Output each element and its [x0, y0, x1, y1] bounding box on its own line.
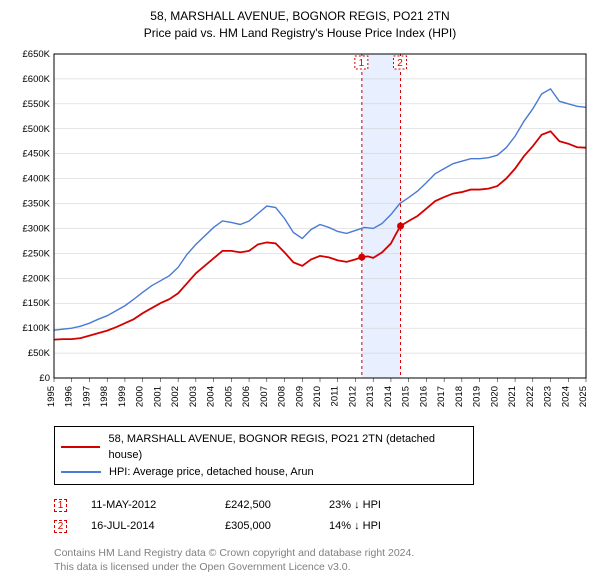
sales-table: 1 11-MAY-2012 £242,500 23% ↓ HPI 2 16-JU… [54, 495, 590, 537]
svg-text:2010: 2010 [312, 386, 323, 407]
chart: £0 £50K £100K £150K £200K £250K £300K £350K £400… [10, 48, 590, 418]
svg-text:1997: 1997 [81, 386, 92, 407]
sales-row: 1 11-MAY-2012 £242,500 23% ↓ HPI [54, 495, 590, 516]
svg-text:2020: 2020 [489, 386, 500, 407]
svg-text:2000: 2000 [135, 386, 146, 407]
svg-text:£350K: £350K [23, 198, 51, 209]
svg-text:2021: 2021 [507, 386, 518, 407]
sales-row: 2 16-JUL-2014 £305,000 14% ↓ HPI [54, 516, 590, 537]
svg-text:£450K: £450K [23, 148, 51, 159]
legend-swatch [61, 471, 101, 473]
svg-text:2005: 2005 [223, 386, 234, 407]
footnote: Contains HM Land Registry data © Crown c… [54, 547, 590, 574]
svg-text:2022: 2022 [525, 386, 536, 407]
svg-text:£50K: £50K [28, 348, 51, 359]
sale-marker-box: 2 [54, 520, 67, 533]
footnote-line: Contains HM Land Registry data © Crown c… [54, 547, 590, 561]
svg-text:2024: 2024 [560, 386, 571, 407]
svg-text:2016: 2016 [418, 386, 429, 407]
svg-text:£0: £0 [39, 373, 50, 384]
footnote-line: This data is licensed under the Open Gov… [54, 561, 590, 575]
svg-text:2025: 2025 [578, 386, 589, 407]
svg-text:£400K: £400K [23, 173, 51, 184]
svg-text:£250K: £250K [23, 248, 51, 259]
svg-text:2018: 2018 [454, 386, 465, 407]
sale-date: 11-MAY-2012 [91, 495, 201, 516]
sale-delta: 14% ↓ HPI [329, 516, 419, 537]
legend-row: 58, MARSHALL AVENUE, BOGNOR REGIS, PO21 … [61, 431, 467, 464]
svg-text:2013: 2013 [365, 386, 376, 407]
title-main: 58, MARSHALL AVENUE, BOGNOR REGIS, PO21 … [10, 8, 590, 25]
svg-text:2011: 2011 [330, 386, 341, 406]
svg-text:2023: 2023 [543, 386, 554, 407]
svg-text:1999: 1999 [117, 386, 128, 407]
sale-date: 16-JUL-2014 [91, 516, 201, 537]
chart-svg: £0 £50K £100K £150K £200K £250K £300K £350K £400… [10, 48, 590, 418]
svg-text:1: 1 [359, 58, 365, 69]
svg-text:2006: 2006 [241, 386, 252, 407]
svg-text:£300K: £300K [23, 223, 51, 234]
titles: 58, MARSHALL AVENUE, BOGNOR REGIS, PO21 … [10, 8, 590, 42]
svg-text:1998: 1998 [99, 386, 110, 407]
svg-text:2015: 2015 [401, 386, 412, 407]
svg-text:2012: 2012 [347, 386, 358, 407]
svg-text:2004: 2004 [206, 386, 217, 407]
svg-text:2001: 2001 [152, 386, 163, 407]
svg-text:2: 2 [397, 58, 403, 69]
sale-delta: 23% ↓ HPI [329, 495, 419, 516]
svg-text:£600K: £600K [23, 74, 51, 85]
legend-row: HPI: Average price, detached house, Arun [61, 464, 467, 481]
sale-marker-box: 1 [54, 499, 67, 512]
svg-text:£200K: £200K [23, 273, 51, 284]
sale-price: £305,000 [225, 516, 305, 537]
svg-text:2019: 2019 [472, 386, 483, 407]
svg-text:£100K: £100K [23, 323, 51, 334]
svg-text:£650K: £650K [23, 49, 51, 60]
svg-text:£550K: £550K [23, 98, 51, 109]
svg-text:1995: 1995 [46, 386, 57, 407]
chart-container: 58, MARSHALL AVENUE, BOGNOR REGIS, PO21 … [0, 0, 600, 582]
svg-text:2017: 2017 [436, 386, 447, 407]
svg-text:2009: 2009 [294, 386, 305, 407]
legend-label: HPI: Average price, detached house, Arun [109, 464, 314, 481]
svg-text:2003: 2003 [188, 386, 199, 407]
svg-text:2014: 2014 [383, 386, 394, 407]
title-sub: Price paid vs. HM Land Registry's House … [10, 25, 590, 42]
svg-text:£150K: £150K [23, 298, 51, 309]
svg-text:2002: 2002 [170, 386, 181, 407]
svg-text:2007: 2007 [259, 386, 270, 407]
sale-price: £242,500 [225, 495, 305, 516]
svg-text:2008: 2008 [277, 386, 288, 407]
legend: 58, MARSHALL AVENUE, BOGNOR REGIS, PO21 … [54, 426, 474, 486]
svg-text:1996: 1996 [64, 386, 75, 407]
legend-label: 58, MARSHALL AVENUE, BOGNOR REGIS, PO21 … [108, 431, 467, 464]
svg-text:£500K: £500K [23, 123, 51, 134]
legend-swatch [61, 446, 100, 448]
